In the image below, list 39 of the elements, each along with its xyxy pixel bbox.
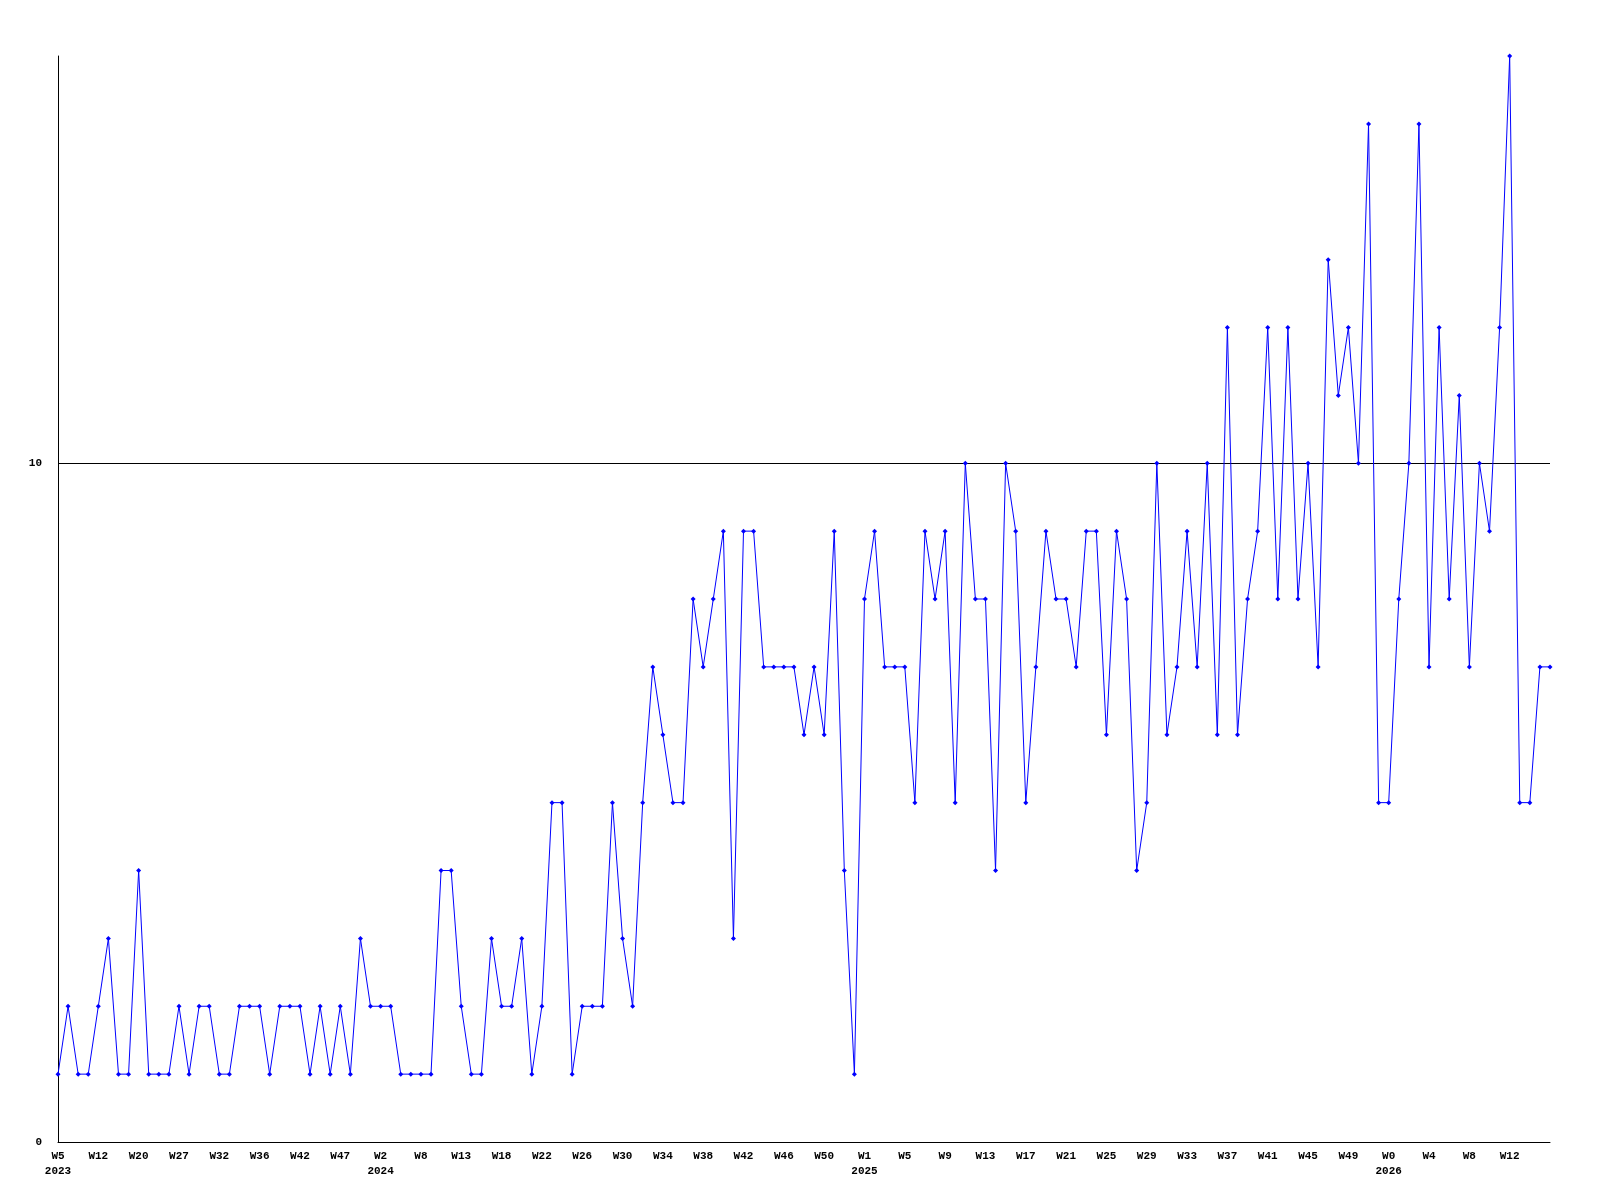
y-tick-label: 10 xyxy=(28,457,42,470)
x-tick-label: W17 xyxy=(1015,1149,1036,1162)
x-tick-label: W46 xyxy=(773,1149,794,1162)
x-tick-label: W42 xyxy=(733,1149,754,1162)
x-tick-label: W37 xyxy=(1217,1149,1238,1162)
x-tick-label: W4 xyxy=(1422,1149,1437,1162)
x-tick-label: W41 xyxy=(1257,1149,1279,1162)
x-tick-label: W8 xyxy=(1462,1149,1477,1162)
x-tick-label: W32 xyxy=(209,1149,230,1162)
x-tick-label: W42 xyxy=(290,1149,310,1162)
x-tick-label: W36 xyxy=(249,1149,270,1162)
x-tick-label: W26 xyxy=(572,1149,593,1162)
x-tick-label: W8 xyxy=(414,1149,428,1162)
x-tick-label: W29 xyxy=(1136,1149,1157,1162)
x-tick-label: W49 xyxy=(1338,1149,1359,1162)
x-tick-label: W20 xyxy=(128,1149,149,1162)
x-tick-label: W2 2024 xyxy=(367,1149,395,1177)
x-tick-label: W25 xyxy=(1096,1149,1117,1162)
x-tick-label: W47 xyxy=(330,1149,351,1162)
x-tick-label: W38 xyxy=(693,1149,714,1162)
x-tick-label: W21 xyxy=(1056,1149,1077,1162)
x-tick-label: W13 xyxy=(451,1149,472,1162)
x-tick-label: W30 xyxy=(612,1149,633,1162)
x-tick-label: W5 2023 xyxy=(44,1149,72,1177)
x-tick-label: W1 2025 xyxy=(851,1149,879,1177)
x-tick-label: W27 xyxy=(169,1149,189,1162)
x-tick-label: W34 xyxy=(652,1149,674,1162)
x-tick-label: W33 xyxy=(1177,1149,1198,1162)
x-tick-label: W0 2026 xyxy=(1375,1149,1402,1177)
x-tick-label: W9 xyxy=(938,1149,952,1162)
x-tick-label: W22 xyxy=(531,1149,552,1162)
x-tick-label: W12 xyxy=(1499,1149,1520,1162)
x-tick-label: W18 xyxy=(491,1149,512,1162)
x-tick-label: W45 xyxy=(1298,1149,1319,1162)
x-tick-label: W13 xyxy=(975,1149,996,1162)
x-tick-label: W12 xyxy=(88,1149,109,1162)
x-tick-label: W5 xyxy=(898,1149,912,1162)
y-tick-label: 0 xyxy=(35,1136,42,1148)
x-tick-label: W50 xyxy=(814,1149,835,1162)
